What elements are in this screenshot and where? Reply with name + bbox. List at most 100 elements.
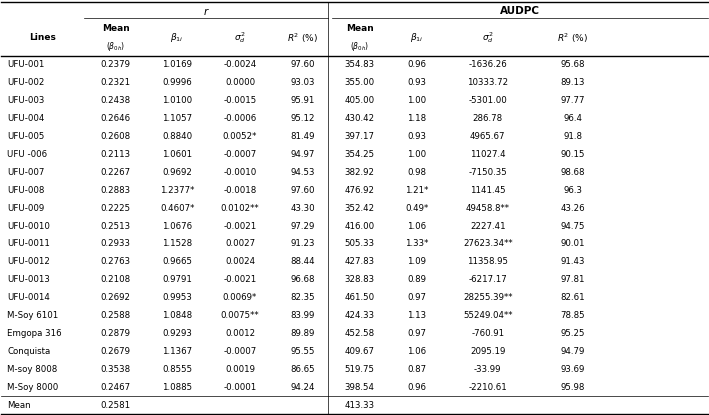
Text: 0.0102**: 0.0102** <box>220 204 259 212</box>
Text: 0.9791: 0.9791 <box>162 275 192 284</box>
Text: 96.3: 96.3 <box>564 186 582 195</box>
Text: -0.0006: -0.0006 <box>223 114 257 123</box>
Text: 0.0012: 0.0012 <box>225 329 255 338</box>
Text: 0.9293: 0.9293 <box>162 329 192 338</box>
Text: -760.91: -760.91 <box>471 329 504 338</box>
Text: 0.0069*: 0.0069* <box>223 293 257 302</box>
Text: 91.23: 91.23 <box>290 239 315 249</box>
Text: -6217.17: -6217.17 <box>469 275 507 284</box>
Text: 328.83: 328.83 <box>345 275 375 284</box>
Text: UFU-005: UFU-005 <box>7 132 45 141</box>
Text: UFU-0011: UFU-0011 <box>7 239 50 249</box>
Text: 505.33: 505.33 <box>345 239 375 249</box>
Text: 0.2879: 0.2879 <box>101 329 130 338</box>
Text: M-soy 8008: M-soy 8008 <box>7 365 57 374</box>
Text: 1.00: 1.00 <box>407 96 426 105</box>
Text: AUDPC: AUDPC <box>500 6 540 16</box>
Text: -0.0007: -0.0007 <box>223 347 257 356</box>
Text: 94.53: 94.53 <box>290 168 315 177</box>
Text: M-Soy 8000: M-Soy 8000 <box>7 383 58 392</box>
Text: -0.0021: -0.0021 <box>223 222 257 231</box>
Text: UFU-007: UFU-007 <box>7 168 45 177</box>
Text: 1.0848: 1.0848 <box>162 311 192 320</box>
Text: Lines: Lines <box>29 34 56 42</box>
Text: UFU-002: UFU-002 <box>7 78 45 87</box>
Text: 0.9665: 0.9665 <box>162 257 192 266</box>
Text: UFU-0014: UFU-0014 <box>7 293 50 302</box>
Text: 0.2108: 0.2108 <box>101 275 130 284</box>
Text: UFU-0010: UFU-0010 <box>7 222 50 231</box>
Text: 0.96: 0.96 <box>407 60 426 69</box>
Text: 94.24: 94.24 <box>290 383 315 392</box>
Text: $r$: $r$ <box>203 5 209 17</box>
Text: 97.81: 97.81 <box>561 275 585 284</box>
Text: 0.0000: 0.0000 <box>225 78 255 87</box>
Text: 96.68: 96.68 <box>290 275 315 284</box>
Text: 355.00: 355.00 <box>345 78 375 87</box>
Text: 0.0052*: 0.0052* <box>223 132 257 141</box>
Text: -0.0018: -0.0018 <box>223 186 257 195</box>
Text: $\beta_{1i}$: $\beta_{1i}$ <box>410 32 423 44</box>
Text: 43.26: 43.26 <box>561 204 585 212</box>
Text: UFU -006: UFU -006 <box>7 150 48 159</box>
Text: 0.4607*: 0.4607* <box>160 204 194 212</box>
Text: 89.89: 89.89 <box>290 329 315 338</box>
Text: 91.43: 91.43 <box>561 257 585 266</box>
Text: 1.1528: 1.1528 <box>162 239 192 249</box>
Text: 0.0024: 0.0024 <box>225 257 255 266</box>
Text: 1.09: 1.09 <box>407 257 426 266</box>
Text: $R^2$ (%): $R^2$ (%) <box>557 31 588 44</box>
Text: $(\beta_{0h})$: $(\beta_{0h})$ <box>350 40 369 54</box>
Text: $\sigma^2_d$: $\sigma^2_d$ <box>482 30 493 45</box>
Text: 81.49: 81.49 <box>290 132 315 141</box>
Text: 95.25: 95.25 <box>561 329 585 338</box>
Text: 98.68: 98.68 <box>561 168 585 177</box>
Text: 95.91: 95.91 <box>290 96 315 105</box>
Text: UFU-0013: UFU-0013 <box>7 275 50 284</box>
Text: 1.13: 1.13 <box>407 311 426 320</box>
Text: -0.0015: -0.0015 <box>223 96 257 105</box>
Text: 0.2763: 0.2763 <box>101 257 130 266</box>
Text: Mean: Mean <box>346 24 374 34</box>
Text: Conquista: Conquista <box>7 347 50 356</box>
Text: 0.87: 0.87 <box>407 365 426 374</box>
Text: 78.85: 78.85 <box>561 311 585 320</box>
Text: $(\beta_{0h})$: $(\beta_{0h})$ <box>106 40 125 54</box>
Text: 10333.72: 10333.72 <box>467 78 508 87</box>
Text: 28255.39**: 28255.39** <box>463 293 513 302</box>
Text: 90.01: 90.01 <box>561 239 585 249</box>
Text: Mean: Mean <box>101 24 130 34</box>
Text: -0.0021: -0.0021 <box>223 275 257 284</box>
Text: $\sigma^2_d$: $\sigma^2_d$ <box>234 30 246 45</box>
Text: 95.12: 95.12 <box>290 114 315 123</box>
Text: 97.29: 97.29 <box>290 222 315 231</box>
Text: 0.8555: 0.8555 <box>162 365 192 374</box>
Text: 0.2513: 0.2513 <box>101 222 130 231</box>
Text: 0.2692: 0.2692 <box>101 293 130 302</box>
Text: -0.0024: -0.0024 <box>223 60 257 69</box>
Text: $R^2$ (%): $R^2$ (%) <box>287 31 318 44</box>
Text: 1.0885: 1.0885 <box>162 383 192 392</box>
Text: 27623.34**: 27623.34** <box>463 239 513 249</box>
Text: 461.50: 461.50 <box>345 293 375 302</box>
Text: -5301.00: -5301.00 <box>469 96 507 105</box>
Text: 90.15: 90.15 <box>561 150 585 159</box>
Text: 1.0601: 1.0601 <box>162 150 192 159</box>
Text: 97.60: 97.60 <box>290 60 315 69</box>
Text: 97.77: 97.77 <box>561 96 585 105</box>
Text: 413.33: 413.33 <box>345 401 375 410</box>
Text: 0.9692: 0.9692 <box>162 168 192 177</box>
Text: 0.2883: 0.2883 <box>101 186 130 195</box>
Text: 93.69: 93.69 <box>561 365 585 374</box>
Text: 0.93: 0.93 <box>407 78 426 87</box>
Text: 95.98: 95.98 <box>561 383 585 392</box>
Text: 0.2933: 0.2933 <box>101 239 130 249</box>
Text: 83.99: 83.99 <box>290 311 315 320</box>
Text: 0.2467: 0.2467 <box>101 383 130 392</box>
Text: UFU-003: UFU-003 <box>7 96 45 105</box>
Text: 409.67: 409.67 <box>345 347 375 356</box>
Text: UFU-008: UFU-008 <box>7 186 45 195</box>
Text: 94.79: 94.79 <box>561 347 585 356</box>
Text: 82.61: 82.61 <box>561 293 585 302</box>
Text: 476.92: 476.92 <box>345 186 375 195</box>
